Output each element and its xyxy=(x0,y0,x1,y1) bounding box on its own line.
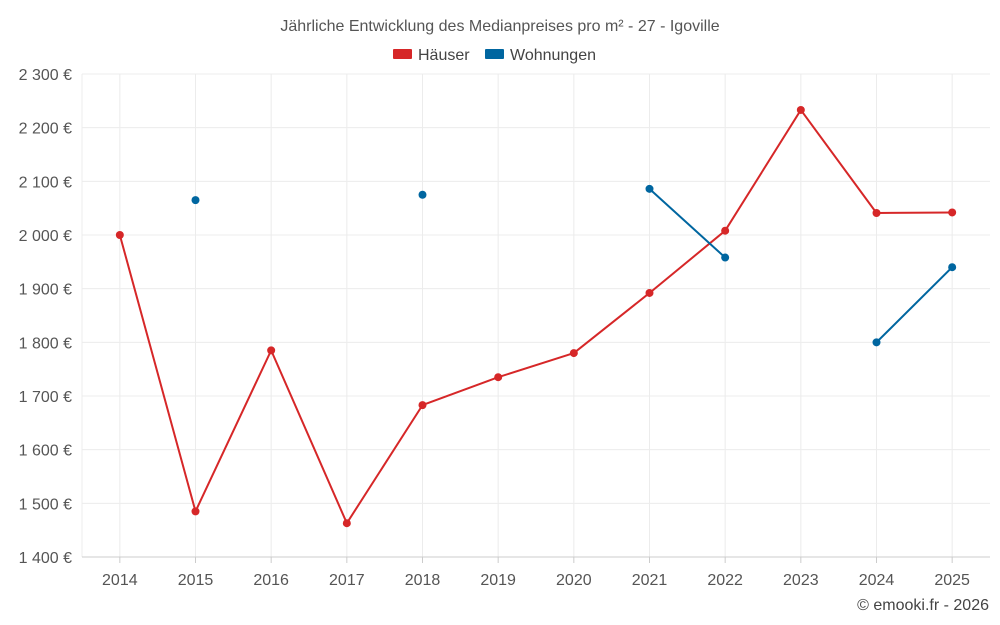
y-tick-label: 1 700 € xyxy=(19,389,72,406)
x-tick-label: 2017 xyxy=(329,572,365,589)
x-tick-label: 2025 xyxy=(934,572,970,589)
x-tick-label: 2014 xyxy=(102,572,138,589)
axes: 1 400 € 1 500 € 1 600 € 1 700 € 1 800 € 1 900… xyxy=(19,67,990,589)
y-tick-label: 1 900 € xyxy=(19,282,72,299)
data-point[interactable] xyxy=(872,338,881,347)
data-point[interactable] xyxy=(645,184,654,193)
x-tick-label: 2023 xyxy=(783,572,819,589)
series-line-segment xyxy=(724,108,802,232)
x-tick-label: 2021 xyxy=(632,572,668,589)
chart-title: Jährliche Entwicklung des Medianpreises … xyxy=(280,18,719,35)
data-point[interactable] xyxy=(418,401,427,410)
data-point[interactable] xyxy=(872,208,881,217)
legend: Häuser Wohnungen xyxy=(393,47,596,64)
series-line-segment xyxy=(421,376,500,407)
data-point[interactable] xyxy=(191,507,200,516)
data-point[interactable] xyxy=(721,226,730,235)
y-tick-label: 1 800 € xyxy=(19,335,72,352)
y-tick-label: 1 400 € xyxy=(19,550,72,567)
series-line-segment xyxy=(194,349,273,513)
x-tick-label: 2024 xyxy=(859,572,895,589)
series-line-segment xyxy=(345,404,424,525)
x-tick-label: 2015 xyxy=(178,572,214,589)
x-tick-label: 2016 xyxy=(253,572,289,589)
data-point[interactable] xyxy=(115,231,124,239)
y-tick-label: 2 000 € xyxy=(19,228,72,245)
credit-text: © emooki.fr - 2026 xyxy=(857,597,989,614)
y-tick-label: 1 600 € xyxy=(19,443,72,460)
series-line-segment xyxy=(799,108,878,214)
series-line-segment xyxy=(572,291,651,355)
legend-label-hauser[interactable]: Häuser xyxy=(418,47,470,64)
series-line-segment xyxy=(648,229,727,294)
series-line-segment xyxy=(875,266,954,344)
data-point[interactable] xyxy=(948,208,957,217)
y-tick-label: 1 500 € xyxy=(19,496,72,513)
series-line-segment xyxy=(648,187,727,259)
data-point[interactable] xyxy=(342,519,351,528)
x-tick-label: 2019 xyxy=(480,572,516,589)
series-wohnungen xyxy=(191,184,957,347)
series-line-segment xyxy=(875,211,954,214)
y-tick-label: 2 100 € xyxy=(19,174,72,191)
legend-swatch-wohnungen[interactable] xyxy=(485,49,504,59)
data-point[interactable] xyxy=(645,288,654,297)
series-line-segment xyxy=(497,352,575,379)
x-tick-label: 2022 xyxy=(707,572,743,589)
data-point[interactable] xyxy=(569,349,578,358)
x-tick-label: 2018 xyxy=(405,572,441,589)
data-point[interactable] xyxy=(948,263,957,272)
legend-swatch-hauser[interactable] xyxy=(393,49,412,59)
data-point[interactable] xyxy=(796,105,805,114)
data-point[interactable] xyxy=(418,190,427,199)
data-point[interactable] xyxy=(191,196,200,205)
series-line-segment xyxy=(118,234,197,513)
series-line-segment xyxy=(270,349,348,525)
series xyxy=(115,105,957,528)
data-point[interactable] xyxy=(721,253,730,262)
legend-label-wohnungen[interactable]: Wohnungen xyxy=(510,47,596,64)
y-tick-label: 2 300 € xyxy=(19,67,72,84)
data-point[interactable] xyxy=(494,373,503,382)
x-tick-label: 2020 xyxy=(556,572,592,589)
data-point[interactable] xyxy=(267,346,276,355)
grid xyxy=(81,73,990,558)
series-hauser xyxy=(115,105,957,528)
y-tick-label: 2 200 € xyxy=(19,121,72,138)
